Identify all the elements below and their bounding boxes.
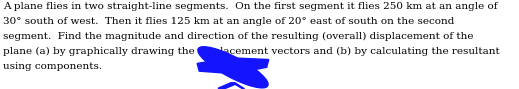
Polygon shape [218,83,245,89]
Polygon shape [197,58,269,74]
Text: plane (a) by graphically drawing the displacement vectors and (b) by calculating: plane (a) by graphically drawing the dis… [3,47,500,56]
Text: 30° south of west.  Then it flies 125 km at an angle of 20° east of south on the: 30° south of west. Then it flies 125 km … [3,17,455,26]
Text: using components.: using components. [3,62,102,71]
Text: segment.  Find the magnitude and direction of the resulting (overall) displaceme: segment. Find the magnitude and directio… [3,32,474,41]
Ellipse shape [198,47,268,88]
Text: A plane flies in two straight-line segments.  On the first segment it flies 250 : A plane flies in two straight-line segme… [3,2,498,11]
